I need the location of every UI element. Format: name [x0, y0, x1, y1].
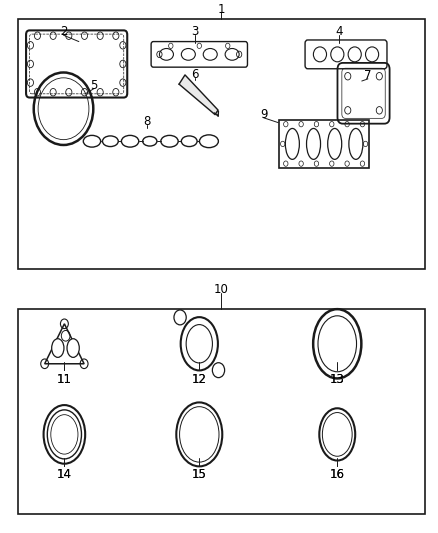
Bar — [18, 19, 425, 269]
Text: 7: 7 — [364, 69, 372, 82]
Ellipse shape — [285, 128, 299, 159]
Text: 4: 4 — [336, 26, 343, 38]
Ellipse shape — [159, 49, 173, 60]
Text: 13: 13 — [330, 373, 345, 386]
Text: 9: 9 — [260, 108, 268, 121]
Ellipse shape — [67, 339, 79, 358]
Text: 3: 3 — [191, 26, 198, 38]
Text: 5: 5 — [91, 79, 98, 92]
Text: 6: 6 — [191, 68, 199, 81]
Ellipse shape — [225, 49, 239, 60]
Polygon shape — [179, 75, 218, 115]
Text: 11: 11 — [57, 373, 72, 386]
Bar — [18, 309, 425, 514]
Ellipse shape — [181, 49, 195, 60]
Ellipse shape — [186, 325, 212, 363]
Text: 11: 11 — [57, 373, 72, 386]
Ellipse shape — [349, 128, 363, 159]
Text: 12: 12 — [192, 373, 207, 386]
Text: 1: 1 — [217, 3, 225, 16]
Text: 14: 14 — [57, 468, 72, 481]
Ellipse shape — [314, 47, 326, 62]
Text: 2: 2 — [60, 26, 67, 38]
Text: 15: 15 — [192, 468, 207, 481]
Text: 16: 16 — [330, 468, 345, 481]
Ellipse shape — [203, 49, 217, 60]
Text: 13: 13 — [330, 373, 345, 386]
Ellipse shape — [331, 47, 344, 62]
Text: 12: 12 — [192, 373, 207, 386]
Text: 10: 10 — [214, 283, 229, 296]
Text: 15: 15 — [192, 468, 207, 481]
Ellipse shape — [307, 128, 321, 159]
Ellipse shape — [328, 128, 342, 159]
Text: 16: 16 — [330, 468, 345, 481]
Text: 14: 14 — [57, 468, 72, 481]
Text: 8: 8 — [143, 115, 150, 128]
Ellipse shape — [52, 339, 64, 358]
Ellipse shape — [348, 47, 361, 62]
Bar — [279, 120, 369, 168]
Ellipse shape — [365, 47, 378, 62]
